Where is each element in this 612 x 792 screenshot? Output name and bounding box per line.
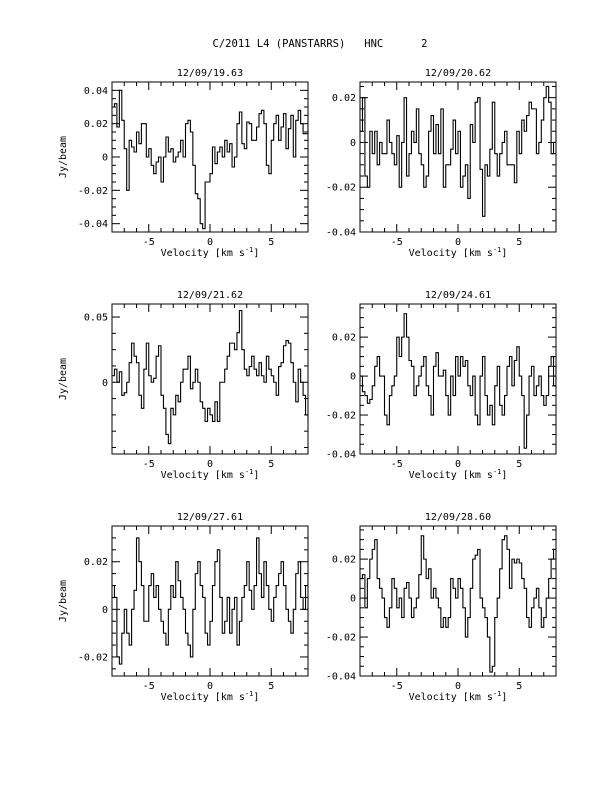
- x-tick-label: 5: [516, 237, 522, 248]
- panel-title: 12/09/27.61: [177, 512, 243, 523]
- x-tick-label: -5: [391, 459, 403, 470]
- x-axis-label-exponent: -1: [493, 690, 501, 698]
- y-tick-label: 0: [350, 594, 356, 605]
- spectrum-panel-5: 12/09/27.61 -5 0 5 -0.02 0 0.02 Velocity [km s-…: [58, 512, 309, 703]
- y-tick-label: 0.02: [84, 557, 108, 568]
- x-axis-label-text: Velocity [km s: [409, 692, 493, 703]
- x-tick-label: 5: [268, 459, 274, 470]
- y-tick-label: -0.02: [326, 411, 356, 422]
- panel-title: 12/09/28.60: [425, 512, 491, 523]
- x-axis-label: Velocity [km s-1]: [409, 468, 508, 481]
- x-tick-label: 5: [268, 237, 274, 248]
- x-tick-label: 0: [455, 681, 461, 692]
- y-tick-label: 0: [350, 372, 356, 383]
- x-axis-label-close: ]: [501, 248, 507, 259]
- x-axis-label: Velocity [km s-1]: [161, 690, 260, 703]
- y-tick-label: 0: [102, 605, 108, 616]
- x-axis-label-exponent: -1: [493, 246, 501, 254]
- y-axis-label: Jy/beam: [58, 136, 69, 178]
- x-tick-label: -5: [391, 237, 403, 248]
- x-axis-label-close: ]: [253, 248, 259, 259]
- y-tick-label: 0.02: [332, 93, 356, 104]
- spectrum-line: [112, 309, 308, 445]
- plot-frame: [111, 525, 309, 677]
- x-axis-label-text: Velocity [km s: [409, 248, 493, 259]
- x-tick-label: 0: [455, 459, 461, 470]
- y-tick-label: 0.02: [332, 333, 356, 344]
- y-axis-label: Jy/beam: [58, 580, 69, 622]
- x-axis-label-text: Velocity [km s: [409, 470, 493, 481]
- x-axis-label: Velocity [km s-1]: [161, 246, 260, 259]
- x-tick-label: 0: [207, 681, 213, 692]
- y-tick-label: 0: [350, 138, 356, 149]
- x-axis-label: Velocity [km s-1]: [409, 690, 508, 703]
- y-tick-label: 0.02: [84, 119, 108, 130]
- x-tick-label: 0: [207, 459, 213, 470]
- x-axis-label-exponent: -1: [245, 690, 253, 698]
- y-tick-label: 0: [102, 153, 108, 164]
- y-tick-label: -0.02: [78, 186, 108, 197]
- x-tick-label: 5: [516, 681, 522, 692]
- y-tick-label: -0.04: [326, 228, 356, 239]
- y-tick-label: -0.02: [78, 652, 108, 663]
- x-tick-label: 5: [268, 681, 274, 692]
- panel-title: 12/09/20.62: [425, 68, 491, 79]
- spectrum-panel-3: 12/09/21.62 -5 0 5 0 0.05 Velocity [km s-1] Jy/…: [58, 290, 309, 481]
- y-tick-label: 0: [102, 378, 108, 389]
- x-tick-label: -5: [143, 237, 155, 248]
- x-axis-label: Velocity [km s-1]: [161, 468, 260, 481]
- x-tick-label: -5: [143, 459, 155, 470]
- spectrum-panel-2: 12/09/20.62 -5 0 5 -0.04 -0.02 0 0.02 Velocity […: [326, 68, 557, 259]
- x-axis-label-close: ]: [253, 470, 259, 481]
- spectrum-line: [360, 313, 556, 449]
- y-tick-label: -0.04: [326, 450, 356, 461]
- y-axis-label: Jy/beam: [58, 358, 69, 400]
- x-axis-label-text: Velocity [km s: [161, 470, 245, 481]
- spectrum-line: [112, 537, 308, 665]
- x-tick-label: 0: [207, 237, 213, 248]
- y-tick-label: -0.04: [326, 672, 356, 683]
- plot-frame: [359, 81, 557, 233]
- x-axis-label-exponent: -1: [493, 468, 501, 476]
- x-axis-label-close: ]: [501, 692, 507, 703]
- spectrum-panel-1: 12/09/19.63 -5 0 5 -0.04 -0.02 0 0.02 0.04 Veloci…: [58, 68, 309, 259]
- y-tick-label: 0.04: [84, 86, 108, 97]
- page-title: C/2011 L4 (PANSTARRS) HNC 2: [213, 38, 428, 50]
- spectrum-panel-6: 12/09/28.60 -5 0 5 -0.04 -0.02 0 0.02 Velocity […: [326, 512, 557, 703]
- y-tick-label: 0.05: [84, 313, 108, 324]
- panels-container: 12/09/19.63 -5 0 5 -0.04 -0.02 0 0.02 0.04 Veloci…: [58, 68, 557, 703]
- x-axis-label-text: Velocity [km s: [161, 692, 245, 703]
- spectrum-line: [360, 535, 556, 673]
- panel-title: 12/09/21.62: [177, 290, 243, 301]
- plot-frame: [111, 81, 309, 233]
- x-axis-label: Velocity [km s-1]: [409, 246, 508, 259]
- x-axis-label-text: Velocity [km s: [161, 248, 245, 259]
- x-axis-label-close: ]: [253, 692, 259, 703]
- x-tick-label: 5: [516, 459, 522, 470]
- x-axis-label-close: ]: [501, 470, 507, 481]
- spectrum-line: [360, 85, 556, 217]
- x-axis-label-exponent: -1: [245, 246, 253, 254]
- spectrum-panel-4: 12/09/24.61 -5 0 5 -0.04 -0.02 0 0.02 Velocity […: [326, 290, 557, 481]
- x-tick-label: -5: [391, 681, 403, 692]
- y-tick-label: -0.02: [326, 633, 356, 644]
- panel-title: 12/09/24.61: [425, 290, 491, 301]
- x-tick-label: 0: [455, 237, 461, 248]
- x-axis-label-exponent: -1: [245, 468, 253, 476]
- y-tick-label: -0.02: [326, 183, 356, 194]
- y-tick-label: -0.04: [78, 219, 108, 230]
- y-tick-label: 0.02: [332, 555, 356, 566]
- spectrum-line: [112, 89, 308, 230]
- x-tick-label: -5: [143, 681, 155, 692]
- panel-title: 12/09/19.63: [177, 68, 243, 79]
